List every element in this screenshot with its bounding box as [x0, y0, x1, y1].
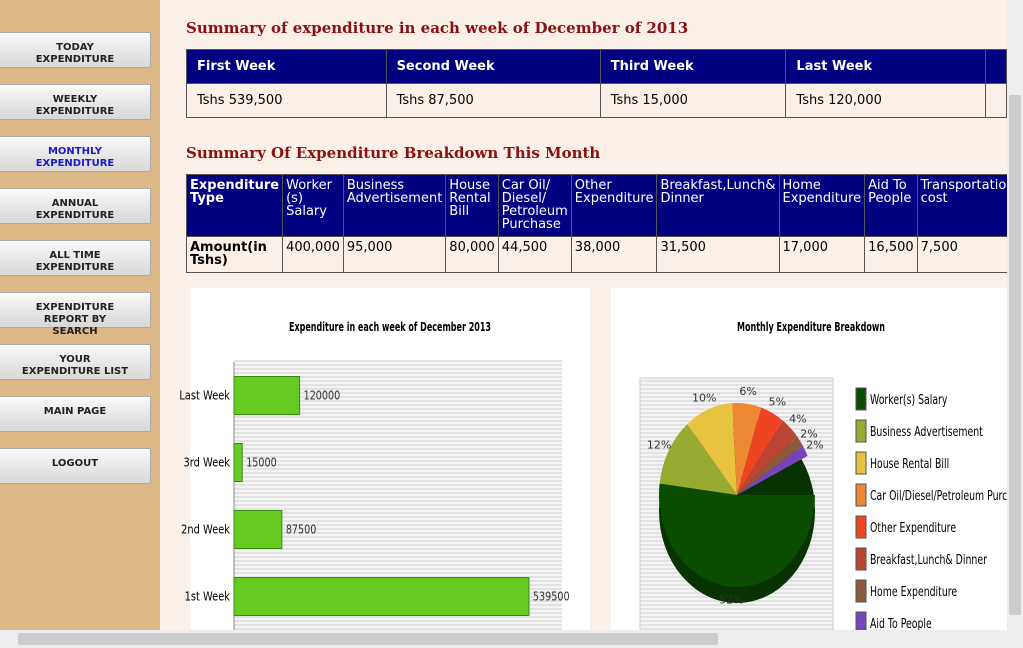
column-header: Business Advertisement: [342, 174, 447, 237]
cell: 31,500: [656, 236, 780, 273]
legend-label: House Rental Bill: [870, 455, 949, 471]
cell: 400,000: [282, 236, 344, 273]
legend-swatch: [855, 483, 867, 507]
horizontal-scrollbar[interactable]: [0, 630, 1023, 648]
pie-slice: [687, 403, 737, 495]
data-label: 120000: [304, 388, 341, 402]
content: Summary of expenditure in each week of D…: [160, 0, 1007, 630]
column-header: Car Oil/ Diesel/ Petroleum Purchase: [497, 174, 572, 237]
row-header: Expenditure Type: [185, 174, 284, 237]
column-header: House Rental Bill: [445, 174, 499, 237]
column-header: Third Week: [599, 49, 787, 84]
data-label: 15000: [246, 455, 277, 469]
weekly-table: First Week Second Week Third Week Last Week…: [186, 49, 1007, 118]
legend-label: Breakfast,Lunch& Dinner: [870, 551, 987, 567]
slice-label: 52%: [719, 594, 743, 607]
row-header: Amount(in Tshs): [185, 236, 284, 273]
nav-button[interactable]: ALL TIME EXPENDITURE: [0, 240, 151, 276]
data-label: 87500: [286, 522, 317, 536]
slice-label: 5%: [769, 396, 786, 409]
pie-slice: [737, 445, 808, 495]
column-header: Home Expenditure: [778, 174, 866, 237]
cell: 80,000: [445, 236, 499, 273]
nav-button[interactable]: MAIN PAGE: [0, 396, 151, 432]
chart-title: Expenditure in each week of December 201…: [289, 320, 491, 334]
y-tick-label: 2nd Week: [181, 523, 230, 537]
cell: Tshs 87,500: [385, 83, 601, 118]
cell: Tshs 15,000: [599, 83, 787, 118]
nav-button[interactable]: MONTHLY EXPENDITURE: [0, 136, 151, 172]
pie-slice: [737, 436, 803, 495]
nav-button[interactable]: LOGOUT: [0, 448, 151, 484]
charts: Expenditure in each week of December 201…: [179, 288, 1007, 630]
cell: 95,000: [342, 236, 447, 273]
legend-swatch: [855, 515, 867, 539]
sidebar: TODAY EXPENDITURE WEEKLY EXPENDITURE MONTH…: [0, 0, 160, 630]
cell: 16,500: [864, 236, 918, 273]
chart-title: Monthly Expenditure Breakdown: [737, 320, 885, 334]
breakdown-table: Expenditure Type Worker (s) Salary Busines…: [185, 174, 1007, 273]
legend-label: Business Advertisement: [870, 423, 983, 439]
column-header: Transportation cost: [916, 174, 1007, 237]
data-label: 539500: [533, 589, 570, 603]
legend-label: Other Expenditure: [870, 519, 956, 535]
legend-swatch: [855, 547, 867, 571]
slice-label: 2%: [806, 438, 823, 451]
nav-button[interactable]: EXPENDITURE REPORT BY SEARCH: [0, 292, 151, 337]
pie-slice: [732, 403, 762, 495]
column-header: Last Week: [785, 49, 986, 84]
legend-swatch: [855, 579, 867, 603]
y-tick-label: Last Week: [179, 389, 230, 403]
vertical-scrollbar[interactable]: [1007, 0, 1023, 630]
pie-slice: [659, 424, 737, 495]
bar: [233, 510, 283, 549]
cell: 17,000: [778, 236, 866, 273]
slice-label: 4%: [789, 413, 806, 426]
slice-label: 10%: [692, 391, 716, 404]
legend-swatch: [855, 387, 867, 411]
legend-swatch: [855, 451, 867, 475]
slice-label: 2%: [800, 427, 817, 440]
slice-label: 12%: [647, 438, 671, 451]
column-header: Aid To People: [864, 174, 918, 237]
filler: [984, 83, 1007, 118]
nav-button[interactable]: YOUR EXPENDITURE LIST: [0, 344, 151, 380]
nav-button[interactable]: WEEKLY EXPENDITURE: [0, 84, 151, 120]
cell: Tshs 539,500: [186, 83, 387, 118]
bar: [233, 376, 301, 415]
legend-label: Aid To People: [870, 615, 932, 630]
nav-button[interactable]: ANNUAL EXPENDITURE: [0, 188, 151, 224]
column-header: Worker (s) Salary: [282, 174, 344, 237]
bar: [233, 443, 243, 482]
slice-label: 6%: [739, 385, 756, 398]
y-tick-label: 1st Week: [185, 590, 231, 604]
column-header: Second Week: [385, 49, 601, 84]
bar: [233, 577, 530, 616]
nav-button[interactable]: TODAY EXPENDITURE: [0, 32, 151, 68]
pie-slice: [737, 420, 798, 495]
legend-label: Car Oil/Diesel/Petroleum Purchase: [870, 487, 1007, 503]
legend-swatch: [855, 419, 867, 443]
weekly-title: Summary of expenditure in each week of D…: [186, 19, 689, 37]
legend-label: Worker(s) Salary: [870, 391, 948, 407]
filler: [984, 49, 1007, 84]
column-header: Breakfast,Lunch& Dinner: [656, 174, 780, 237]
legend-label: Home Expenditure: [870, 583, 957, 599]
pie-slice: [737, 407, 783, 495]
y-tick-label: 3rd Week: [184, 456, 231, 470]
cell: Tshs 120,000: [785, 83, 986, 118]
cell: 7,500: [916, 236, 1007, 273]
cell: 44,500: [497, 236, 572, 273]
pie-slice: [659, 483, 815, 587]
breakdown-title: Summary Of Expenditure Breakdown This Mo…: [186, 144, 601, 162]
legend-swatch: [855, 611, 867, 630]
